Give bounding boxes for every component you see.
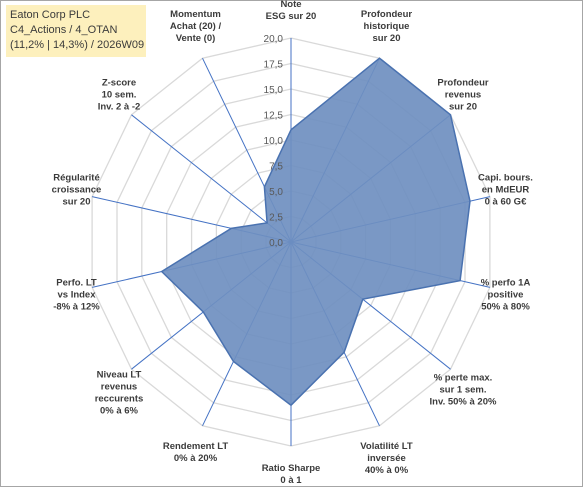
title-line-category: C4_Actions / 4_OTAN <box>10 24 118 36</box>
tick-label: 12,5 <box>264 111 284 122</box>
axis-label-line: 50% à 80% <box>481 302 530 313</box>
axis-label-line: Régularité <box>53 172 99 183</box>
axis-label-line: Inv. 50% à 20% <box>430 396 497 407</box>
axis-label-line: Z-score <box>102 78 136 89</box>
axis-label-line: revenus <box>101 382 137 393</box>
axis-label-line: Profondeur <box>361 9 412 20</box>
tick-label: 2,5 <box>269 213 283 224</box>
axis-label-line: Perfo. LT <box>56 278 97 289</box>
axis-label-line: Vente (0) <box>176 33 216 44</box>
axis-label-line: sur 20 <box>63 196 91 207</box>
axis-label-line: Note <box>280 0 301 10</box>
axis-label-line: sur 1 sem. <box>440 384 487 395</box>
radar-tick-labels: 0,0 2,5 5,0 7,5 10,0 12,5 15,0 17,5 20,0 <box>264 34 284 249</box>
axis-label-line: Ratio Sharpe <box>262 463 321 474</box>
axis-label-line: Achat (20) / <box>170 21 222 32</box>
series-area <box>160 57 471 407</box>
axis-label-line: revenus <box>445 90 481 101</box>
axis-label-line: inversée <box>367 453 406 464</box>
axis-label-5: % perte max.sur 1 sem.Inv. 50% à 20% <box>430 372 497 407</box>
axis-label-line: Profondeur <box>437 78 488 89</box>
spoke-12 <box>131 114 292 243</box>
axis-label-8: Rendement LT0% à 20% <box>163 441 228 464</box>
axis-label-line: croissance <box>52 184 102 195</box>
axis-label-line: 40% à 0% <box>365 465 409 476</box>
axis-label-line: Niveau LT <box>97 370 142 381</box>
axis-label-line: Inv. 2 à -2 <box>98 102 141 113</box>
axis-label-line: ESG sur 20 <box>266 11 317 22</box>
axis-label-line: % perte max. <box>434 372 493 383</box>
tick-label: 20,0 <box>264 34 284 45</box>
axis-label-line: Momentum <box>170 9 221 20</box>
tick-label: 5,0 <box>269 187 283 198</box>
axis-label-line: sur 20 <box>449 102 477 113</box>
axis-label-line: en MdEUR <box>482 184 530 195</box>
chart-title-box: Eaton Corp PLC C4_Actions / 4_OTAN (11,2… <box>6 5 146 57</box>
tick-label: 15,0 <box>264 85 284 96</box>
radar-series <box>160 57 471 407</box>
axis-label-line: 0 à 60 G€ <box>485 196 527 207</box>
axis-label-line: 0 à 1 <box>280 475 302 486</box>
axis-label-line: Capi. bours. <box>478 172 533 183</box>
axis-label-line: -8% à 12% <box>53 302 100 313</box>
title-line-stats: (11,2% | 14,3%) / 2026W09 <box>10 39 145 51</box>
axis-label-line: Volatilité LT <box>360 441 413 452</box>
axis-label-line: vs Index <box>57 290 96 301</box>
title-line-company: Eaton Corp PLC <box>10 9 91 21</box>
axis-label-line: 10 sem. <box>102 90 137 101</box>
axis-label-line: 0% à 20% <box>174 453 218 464</box>
tick-label: 0,0 <box>269 238 283 249</box>
axis-label-line: 0% à 6% <box>100 406 139 417</box>
axis-label-line: Rendement LT <box>163 441 228 452</box>
tick-label: 17,5 <box>264 60 284 71</box>
tick-label: 7,5 <box>269 162 283 173</box>
axis-label-line: sur 20 <box>373 33 401 44</box>
axis-label-line: positive <box>488 290 524 301</box>
axis-label-line: % perfo 1A <box>481 278 531 289</box>
tick-label: 10,0 <box>264 136 284 147</box>
axis-label-line: historique <box>364 21 410 32</box>
axis-label-line: reccurents <box>95 394 144 405</box>
